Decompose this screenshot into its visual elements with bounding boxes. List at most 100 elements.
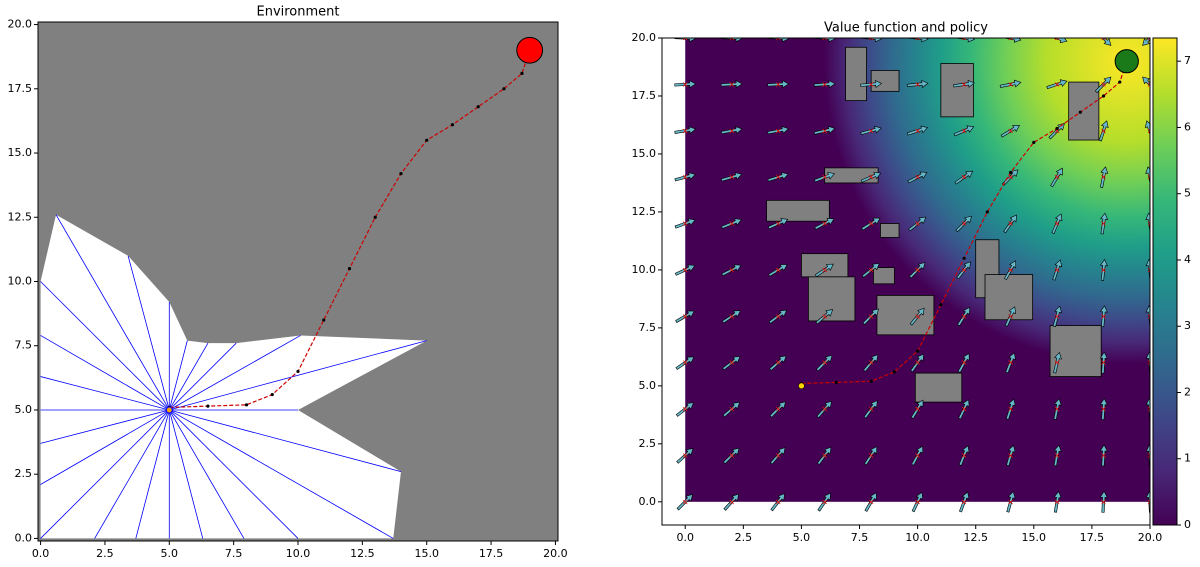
trajectory-point	[520, 71, 524, 75]
x-tick-label: 2.5	[735, 531, 753, 544]
policy-arrow	[1004, 306, 1016, 327]
y-tick-label: 17.5	[8, 82, 33, 95]
policy-arrow	[1099, 166, 1109, 188]
policy-arrow	[674, 264, 696, 276]
x-tick-label: 0.0	[32, 547, 50, 560]
lidar-ray	[168, 409, 245, 539]
policy-arrow	[722, 356, 741, 371]
x-tick-label: 12.5	[963, 531, 988, 544]
policy-arrow	[675, 402, 694, 417]
policy-arrow	[860, 171, 882, 183]
waypoint-marker: ×	[914, 497, 921, 506]
waypoint-marker: ×	[728, 219, 735, 228]
plot-area: × × × × × × × × × × × × × × × × × × × × × × × × × × × × × × × × × × × × × × × ×…	[674, 34, 1154, 513]
lidar-ray	[169, 340, 427, 411]
colorbar	[1152, 37, 1178, 526]
policy-arrow	[1046, 79, 1068, 90]
waypoint-marker: ×	[914, 265, 921, 274]
lidar-ray	[40, 409, 170, 485]
policy-arrow	[770, 447, 786, 465]
lidar-ray	[40, 335, 170, 411]
waypoint-marker: ×	[1100, 173, 1107, 182]
waypoint-marker: ×	[775, 126, 782, 135]
lidar-ray	[94, 409, 170, 539]
policy-arrow	[860, 80, 883, 89]
waypoint-marker: ×	[821, 358, 828, 367]
policy-arrow	[767, 80, 790, 89]
lidar-ray	[169, 409, 402, 473]
policy-arrow	[1048, 122, 1065, 140]
x-tick-label: 20.0	[543, 547, 568, 560]
policy-arrow	[1000, 125, 1021, 138]
waypoint-marker: ×	[775, 80, 782, 89]
waypoint-marker: ×	[728, 34, 735, 43]
y-tick-label: 10.0	[632, 263, 657, 276]
trajectory-point	[1078, 110, 1082, 114]
policy-arrow	[1053, 444, 1062, 467]
policy-arrow	[1006, 491, 1016, 513]
waypoint-marker: ×	[1100, 451, 1107, 460]
policy-arrow	[910, 353, 924, 373]
colorbar-tick-label: 1	[1184, 452, 1191, 465]
policy-arrow	[1098, 120, 1109, 142]
policy-arrow	[863, 354, 879, 372]
trajectory	[801, 61, 1128, 385]
policy-arrow	[722, 401, 741, 418]
y-tick-label: 7.5	[15, 339, 33, 352]
colorbar-tick-label: 7	[1184, 54, 1191, 67]
waypoint-marker: ×	[1147, 312, 1154, 321]
waypoint-marker: ×	[914, 312, 921, 321]
policy-arrow	[861, 262, 880, 278]
policy-arrow	[906, 125, 929, 136]
waypoint-marker: ×	[728, 497, 735, 506]
policy-arrow	[954, 170, 974, 185]
lidar-ray	[40, 376, 170, 411]
lidar-ray	[169, 409, 394, 539]
waypoint-marker: ×	[1147, 219, 1154, 228]
policy-arrow	[957, 306, 970, 327]
trajectory-point	[1032, 140, 1036, 144]
policy-arrow	[723, 447, 740, 465]
waypoint-marker: ×	[1007, 358, 1014, 367]
waypoint-marker: ×	[961, 265, 968, 274]
policy-arrow	[1051, 213, 1063, 235]
waypoint-marker: ×	[961, 312, 968, 321]
policy-arrow	[720, 80, 743, 89]
waypoint-marker: ×	[682, 34, 689, 43]
policy-arrow	[1142, 76, 1150, 87]
waypoint-marker: ×	[961, 126, 968, 135]
policy-arrow	[767, 218, 789, 230]
policy-arrow	[958, 445, 970, 466]
trajectory-point	[834, 380, 838, 384]
y-tick-label: 0.0	[639, 495, 657, 508]
waypoint-marker: ×	[728, 312, 735, 321]
waypoint-marker: ×	[821, 219, 828, 228]
x-tick-label: 20.0	[1138, 531, 1163, 544]
waypoint-marker: ×	[728, 173, 735, 182]
x-tick-label: 10.0	[286, 547, 311, 560]
policy-arrow	[907, 171, 928, 184]
waypoint-marker: ×	[1054, 312, 1061, 321]
policy-arrow	[953, 125, 975, 137]
trajectory-point	[939, 303, 943, 307]
waypoint-marker: ×	[868, 80, 875, 89]
waypoint-marker: ×	[821, 173, 828, 182]
y-tick-label: 20.0	[8, 18, 33, 31]
waypoint-marker: ×	[682, 312, 689, 321]
waypoint-marker: ×	[914, 358, 921, 367]
waypoint-marker: ×	[868, 219, 875, 228]
policy-arrow	[767, 38, 790, 43]
obstacle	[808, 276, 856, 322]
policy-arrow	[862, 308, 879, 325]
policy-arrow	[999, 79, 1022, 88]
waypoint-marker: ×	[1007, 265, 1014, 274]
waypoint-marker: ×	[1007, 80, 1014, 89]
trajectory-point	[373, 215, 377, 219]
policy-arrow	[863, 400, 878, 419]
colorbar-tick-label: 6	[1184, 120, 1191, 133]
x-tick-label: 15.0	[1022, 531, 1047, 544]
policy-arrow	[1099, 490, 1108, 513]
policy-arrow	[1052, 305, 1063, 328]
waypoint-marker: ×	[961, 451, 968, 460]
policy-arrow	[910, 399, 924, 420]
